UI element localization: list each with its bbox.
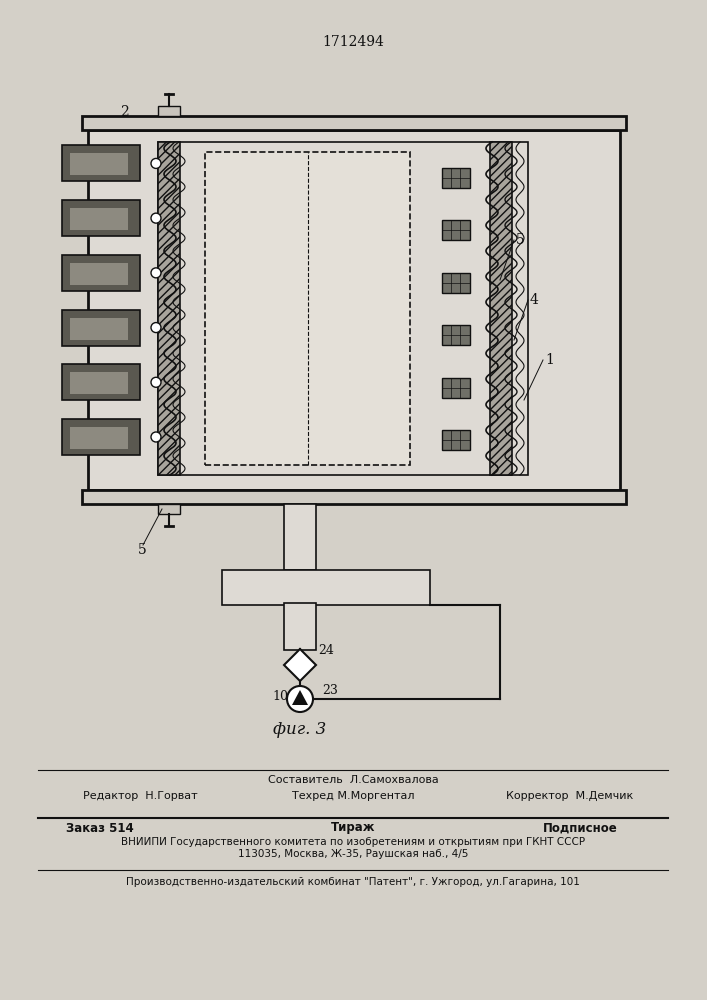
Circle shape bbox=[287, 686, 313, 712]
Bar bbox=[62, 310, 140, 346]
Text: 4: 4 bbox=[530, 293, 539, 307]
Bar bbox=[62, 200, 140, 236]
Text: Редактор  Н.Горват: Редактор Н.Горват bbox=[83, 791, 197, 801]
Bar bbox=[442, 220, 470, 240]
Bar bbox=[62, 255, 140, 291]
Bar bbox=[62, 145, 140, 181]
Text: Производственно-издательский комбинат "Патент", г. Ужгород, ул.Гагарина, 101: Производственно-издательский комбинат "П… bbox=[126, 877, 580, 887]
Bar bbox=[158, 142, 528, 475]
Bar bbox=[284, 504, 316, 570]
Bar bbox=[62, 419, 140, 455]
Text: Тираж: Тираж bbox=[331, 822, 375, 834]
Text: 2: 2 bbox=[120, 105, 129, 119]
Text: 5: 5 bbox=[516, 233, 525, 247]
Bar bbox=[70, 372, 128, 394]
Text: ВНИИПИ Государственного комитета по изобретениям и открытиям при ГКНТ СССР: ВНИИПИ Государственного комитета по изоб… bbox=[121, 837, 585, 847]
Bar bbox=[442, 325, 470, 345]
Text: Техред М.Моргентал: Техред М.Моргентал bbox=[292, 791, 414, 801]
Bar bbox=[82, 116, 626, 130]
Bar bbox=[70, 208, 128, 230]
Circle shape bbox=[151, 323, 161, 333]
Circle shape bbox=[151, 213, 161, 223]
Circle shape bbox=[151, 268, 161, 278]
Text: Составитель  Л.Самохвалова: Составитель Л.Самохвалова bbox=[268, 775, 438, 785]
Bar bbox=[70, 153, 128, 175]
Bar bbox=[62, 364, 140, 400]
Text: 5: 5 bbox=[138, 543, 147, 557]
Bar bbox=[490, 142, 512, 475]
Bar bbox=[70, 263, 128, 285]
Bar bbox=[70, 318, 128, 340]
Polygon shape bbox=[292, 690, 308, 705]
Circle shape bbox=[151, 158, 161, 168]
Text: 10: 10 bbox=[272, 690, 288, 704]
Text: 23: 23 bbox=[322, 684, 338, 698]
Bar bbox=[158, 106, 180, 116]
Text: Заказ 514: Заказ 514 bbox=[66, 822, 134, 834]
Polygon shape bbox=[284, 649, 316, 681]
Bar bbox=[70, 427, 128, 449]
Bar bbox=[158, 504, 180, 514]
Bar bbox=[284, 603, 316, 650]
Bar bbox=[222, 570, 430, 605]
Bar bbox=[158, 142, 180, 475]
Bar bbox=[442, 168, 470, 188]
Bar bbox=[442, 273, 470, 293]
Text: 24: 24 bbox=[318, 645, 334, 658]
Text: 113035, Москва, Ж-35, Раушская наб., 4/5: 113035, Москва, Ж-35, Раушская наб., 4/5 bbox=[238, 849, 468, 859]
Bar bbox=[442, 378, 470, 398]
Text: Корректор  М.Демчик: Корректор М.Демчик bbox=[506, 791, 633, 801]
Circle shape bbox=[151, 377, 161, 387]
Text: Подписное: Подписное bbox=[543, 822, 617, 834]
Bar bbox=[82, 490, 626, 504]
Text: фиг. 3: фиг. 3 bbox=[274, 720, 327, 738]
Bar bbox=[205, 152, 410, 465]
Circle shape bbox=[151, 432, 161, 442]
Bar bbox=[442, 430, 470, 450]
Text: 1712494: 1712494 bbox=[322, 35, 384, 49]
Text: 1: 1 bbox=[545, 353, 554, 367]
Bar bbox=[88, 130, 620, 490]
